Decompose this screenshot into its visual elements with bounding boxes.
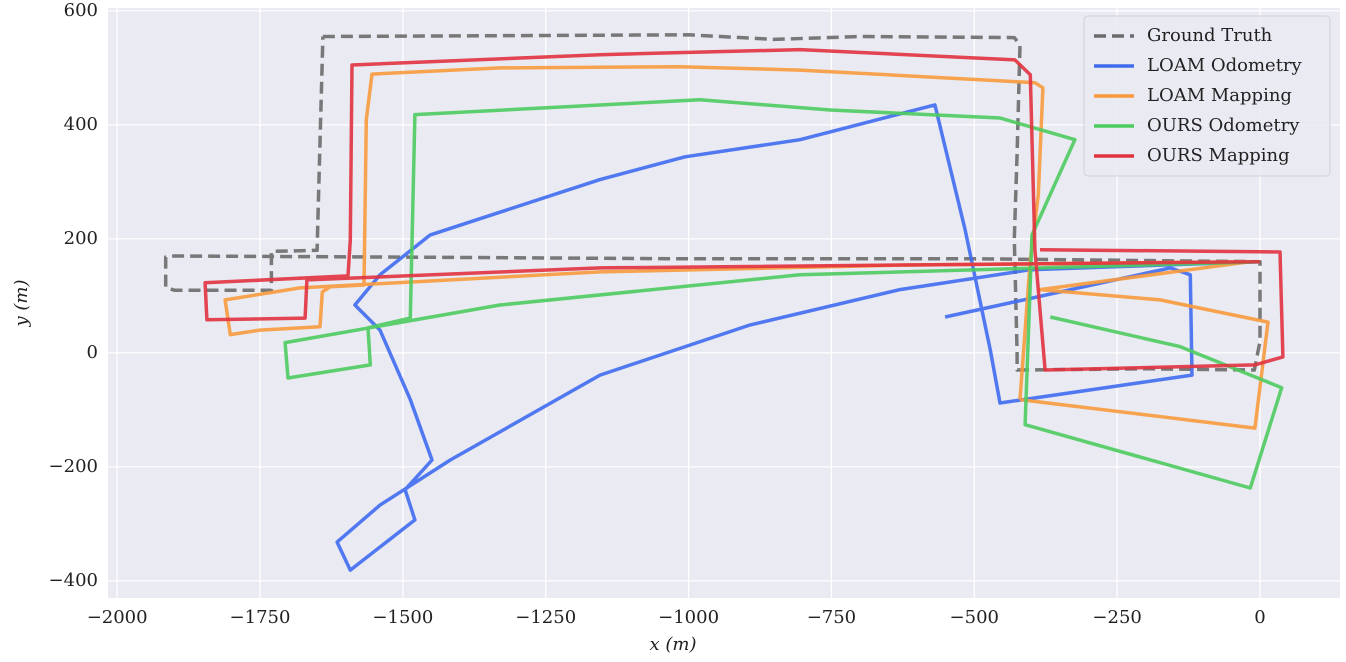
y-tick-label: 400	[64, 114, 98, 135]
y-axis-label: y (m)	[11, 279, 32, 327]
legend-label: Ground Truth	[1147, 25, 1273, 46]
legend-label: LOAM Odometry	[1147, 55, 1303, 76]
x-tick-label: −1000	[658, 607, 719, 628]
x-tick-label: −1500	[372, 607, 433, 628]
y-tick-label: 200	[64, 228, 98, 249]
x-tick-label: 0	[1254, 607, 1265, 628]
x-tick-label: −1750	[230, 607, 291, 628]
trajectory-line	[335, 103, 1261, 572]
y-tick-label: 0	[87, 342, 98, 363]
legend-label: OURS Mapping	[1147, 145, 1290, 166]
trajectory-line	[223, 64, 1270, 430]
y-tick-label: 600	[64, 0, 98, 21]
y-tick-label: −200	[49, 456, 98, 477]
x-tick-label: −500	[950, 607, 999, 628]
x-tick-label: −2000	[87, 607, 148, 628]
legend-label: OURS Odometry	[1147, 115, 1300, 136]
x-tick-label: −250	[1092, 607, 1141, 628]
y-tick-label: −400	[49, 570, 98, 591]
trajectory-line	[203, 47, 1285, 372]
trajectory-line	[163, 33, 1262, 372]
x-axis-label: x (m)	[650, 634, 697, 655]
x-tick-label: −1250	[515, 607, 576, 628]
trajectory-line	[283, 98, 1284, 490]
x-tick-label: −750	[807, 607, 856, 628]
legend-box	[1083, 15, 1331, 177]
legend-label: LOAM Mapping	[1147, 85, 1292, 106]
